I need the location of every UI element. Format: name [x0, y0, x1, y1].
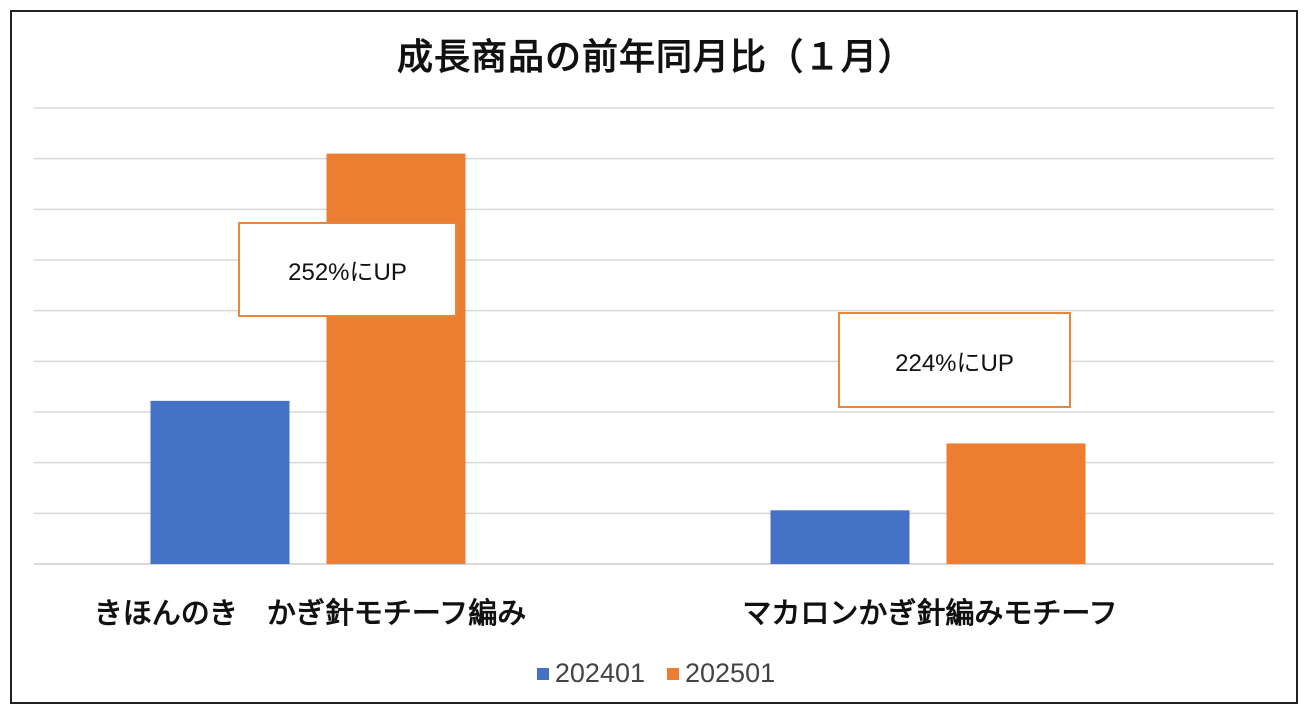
category-label-macaron: マカロンかぎ針編みモチーフ: [742, 596, 1118, 630]
chart-frame: [10, 10, 1298, 704]
legend-item-202401: 202401: [536, 658, 645, 689]
chart-title: 成長商品の前年同月比（１月）: [396, 37, 915, 78]
growth-callout-macaron: 224%にUP: [838, 312, 1071, 408]
bar-202501-cat1: [946, 443, 1086, 564]
legend: 202401 202501: [0, 658, 1312, 689]
category-label-kihonnoki: きほんのき かぎ針モチーフ編み: [93, 596, 527, 630]
bar-202401-cat1: [770, 510, 910, 564]
legend-item-202501: 202501: [667, 658, 775, 689]
legend-label-202401: 202401: [554, 658, 645, 688]
legend-swatch-202401: [536, 667, 549, 680]
bar-202401-cat0: [150, 400, 290, 564]
legend-swatch-202501: [667, 667, 679, 680]
growth-callout-kihonnoki: 252%にUP: [238, 222, 457, 317]
bar-202501-cat0: [326, 153, 466, 564]
legend-label-202501: 202501: [685, 658, 776, 688]
